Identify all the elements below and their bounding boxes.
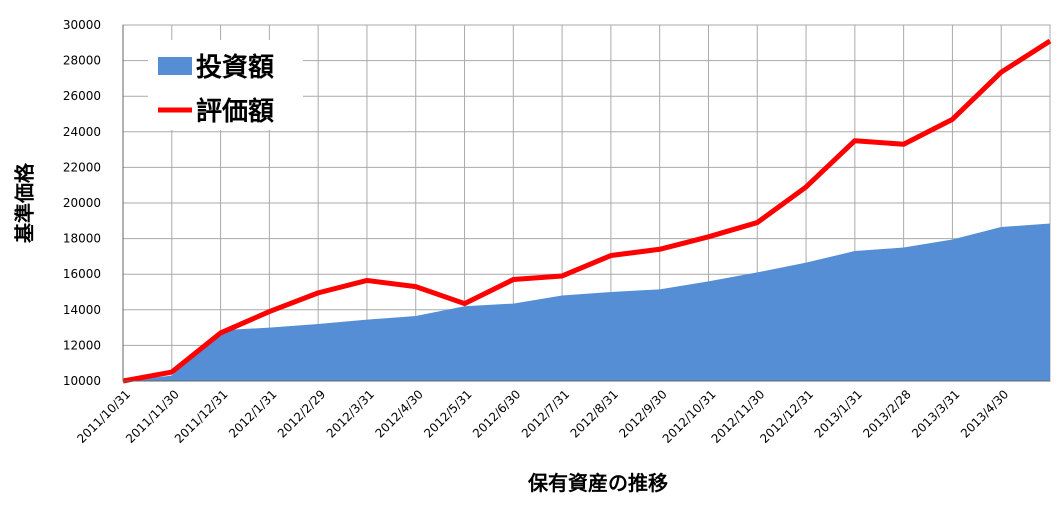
x-tick-label: 2012/4/30	[372, 387, 425, 440]
y-tick-label: 24000	[63, 125, 101, 139]
x-tick-label: 2012/2/29	[275, 387, 328, 440]
y-tick-label: 22000	[63, 160, 101, 174]
legend-swatch	[158, 57, 192, 75]
y-tick-label: 18000	[63, 232, 101, 246]
x-tick-label: 2012/3/31	[324, 387, 377, 440]
y-tick-label: 10000	[63, 374, 101, 388]
x-tick-label: 2013/3/31	[909, 387, 962, 440]
x-tick-label: 2013/2/28	[860, 387, 913, 440]
x-tick-label: 2012/5/31	[421, 387, 474, 440]
legend-box	[148, 40, 303, 130]
x-tick-label: 2013/1/31	[812, 387, 865, 440]
line	[122, 38, 1052, 384]
y-axis-title: 基準価格	[13, 162, 37, 243]
y-tick-label: 30000	[63, 18, 101, 32]
x-tick-label: 2012/9/30	[616, 387, 669, 440]
legend-label: 評価額	[196, 96, 274, 127]
x-tick-label: 2012/1/31	[226, 387, 279, 440]
y-tick-label: 26000	[63, 89, 101, 103]
y-tick-label: 28000	[63, 54, 101, 68]
x-axis-title: 保有資産の推移	[527, 471, 668, 495]
x-tick-label: 2012/8/31	[568, 387, 621, 440]
y-tick-label: 20000	[63, 196, 101, 210]
y-tick-label: 14000	[63, 303, 101, 317]
x-tick-label: 2012/6/30	[470, 387, 523, 440]
y-tick-label: 16000	[63, 267, 101, 281]
area	[123, 223, 1050, 381]
legend-label: 投資額	[196, 53, 274, 83]
x-tick-label: 2013/4/30	[958, 387, 1011, 440]
x-tick-label: 2012/7/31	[519, 387, 572, 440]
y-tick-label: 12000	[63, 338, 101, 352]
